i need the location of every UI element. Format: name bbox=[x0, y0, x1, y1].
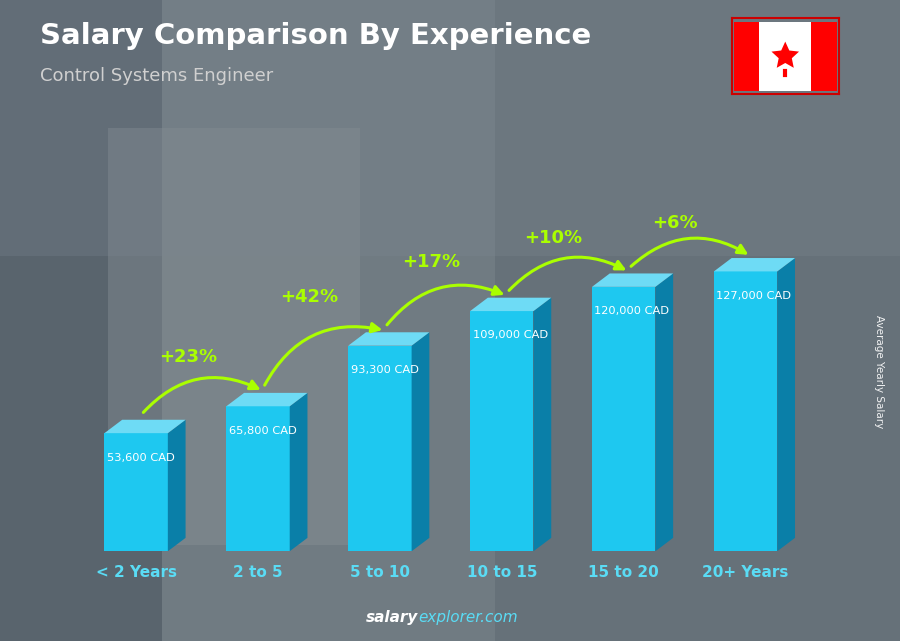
Text: 127,000 CAD: 127,000 CAD bbox=[716, 291, 791, 301]
Polygon shape bbox=[411, 332, 429, 551]
Polygon shape bbox=[167, 420, 185, 551]
Text: salary: salary bbox=[366, 610, 418, 625]
Text: +10%: +10% bbox=[525, 229, 582, 247]
Bar bbox=[811, 22, 837, 90]
Text: Salary Comparison By Experience: Salary Comparison By Experience bbox=[40, 22, 592, 51]
Polygon shape bbox=[104, 420, 185, 433]
Text: 109,000 CAD: 109,000 CAD bbox=[472, 331, 548, 340]
Polygon shape bbox=[534, 297, 551, 551]
Bar bbox=[760, 22, 811, 90]
Bar bbox=[0, 0, 900, 256]
Polygon shape bbox=[348, 345, 411, 551]
Text: Average Yearly Salary: Average Yearly Salary bbox=[874, 315, 884, 428]
Polygon shape bbox=[226, 406, 290, 551]
Text: Control Systems Engineer: Control Systems Engineer bbox=[40, 67, 274, 85]
Polygon shape bbox=[655, 274, 673, 551]
Polygon shape bbox=[348, 332, 429, 345]
Text: explorer.com: explorer.com bbox=[418, 610, 518, 625]
Bar bbox=[0, 0, 162, 641]
Text: +23%: +23% bbox=[158, 349, 217, 367]
Polygon shape bbox=[778, 258, 795, 551]
Polygon shape bbox=[226, 393, 308, 406]
Polygon shape bbox=[714, 258, 795, 271]
Polygon shape bbox=[771, 42, 799, 68]
Polygon shape bbox=[592, 274, 673, 287]
Text: +17%: +17% bbox=[402, 253, 461, 271]
Polygon shape bbox=[470, 297, 551, 311]
Text: 65,800 CAD: 65,800 CAD bbox=[229, 426, 296, 436]
Polygon shape bbox=[592, 287, 655, 551]
Bar bbox=[495, 0, 900, 641]
Bar bbox=[108, 128, 360, 545]
Polygon shape bbox=[714, 271, 778, 551]
Text: 53,600 CAD: 53,600 CAD bbox=[107, 453, 175, 463]
Text: +6%: +6% bbox=[652, 213, 698, 231]
Polygon shape bbox=[470, 311, 534, 551]
Text: 120,000 CAD: 120,000 CAD bbox=[594, 306, 670, 316]
Polygon shape bbox=[290, 393, 308, 551]
Polygon shape bbox=[104, 433, 167, 551]
Bar bbox=[734, 22, 760, 90]
Text: +42%: +42% bbox=[281, 288, 338, 306]
Text: 93,300 CAD: 93,300 CAD bbox=[351, 365, 418, 375]
